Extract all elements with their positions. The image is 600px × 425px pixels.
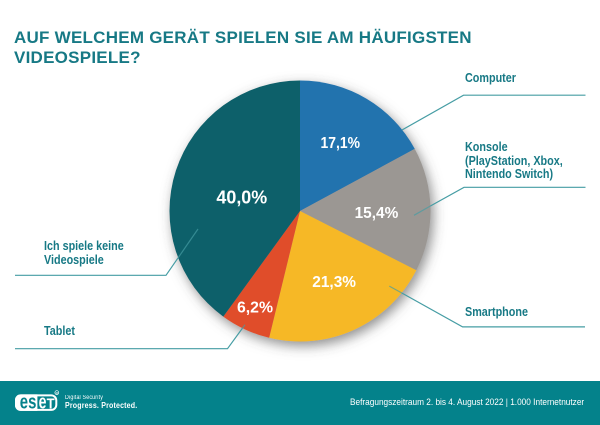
svg-text:15,4%: 15,4% (355, 205, 399, 222)
svg-text:e: e (39, 390, 47, 413)
svg-text:6,2%: 6,2% (237, 300, 273, 317)
svg-text:21,3%: 21,3% (312, 274, 356, 291)
svg-text:40,0%: 40,0% (216, 186, 267, 207)
svg-text:17,1%: 17,1% (321, 135, 361, 152)
svg-text:R: R (56, 391, 59, 395)
svg-text:es: es (20, 390, 37, 413)
svg-text:T: T (47, 395, 55, 412)
